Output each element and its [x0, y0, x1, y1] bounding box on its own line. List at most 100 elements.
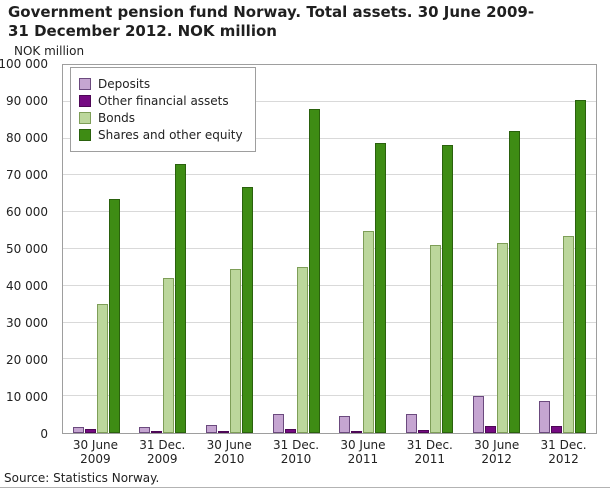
- gridline: [63, 137, 596, 139]
- x-axis-label: 30 June 2009: [62, 438, 129, 466]
- bar-bonds: [563, 236, 575, 433]
- x-axis-label-line2: 2010: [280, 452, 312, 466]
- y-axis-label: 90 000: [6, 94, 48, 108]
- x-axis-label-line2: 2012: [548, 452, 579, 466]
- legend-item-other-financial-assets: Other financial assets: [79, 94, 243, 108]
- bar-other-financial-assets: [351, 431, 363, 433]
- legend-swatch-deposits: [79, 78, 91, 90]
- bar-group: [272, 65, 320, 433]
- bar-other-financial-assets: [84, 429, 96, 433]
- legend-swatch-bonds: [79, 112, 91, 124]
- bar-other-financial-assets: [151, 430, 163, 433]
- x-axis-label-line1: 31 Dec.: [406, 438, 453, 452]
- bar-shares-and-other-equity: [242, 187, 254, 433]
- source-note: Source: Statistics Norway.: [4, 471, 160, 485]
- gridline: [63, 358, 596, 360]
- x-axis-label-line2: 2010: [213, 452, 245, 466]
- x-axis-label: 30 June 2010: [196, 438, 263, 466]
- x-axis-label-line1: 31 Dec.: [273, 438, 320, 452]
- legend-item-shares-and-other-equity: Shares and other equity: [79, 128, 243, 142]
- bar-group: [539, 65, 587, 433]
- legend-label: Deposits: [98, 77, 151, 91]
- bar-bonds: [496, 243, 508, 433]
- bar-deposits: [339, 416, 351, 433]
- x-axis-label-line1: 30 June: [206, 438, 252, 452]
- bar-bonds: [230, 269, 242, 433]
- legend-item-bonds: Bonds: [79, 111, 243, 125]
- bar-bonds: [363, 230, 375, 433]
- x-axis-label: 30 June 2012: [463, 438, 530, 466]
- x-axis-label-line2: 2011: [414, 452, 446, 466]
- bar-bonds: [96, 304, 108, 433]
- gridline: [63, 100, 596, 102]
- bar-bonds: [296, 267, 308, 433]
- bar-shares-and-other-equity: [108, 199, 120, 433]
- bar-deposits: [472, 396, 484, 433]
- x-axis-label-line1: 30 June: [474, 438, 520, 452]
- bar-bonds: [429, 245, 441, 433]
- gridline: [63, 174, 596, 176]
- legend-label: Other financial assets: [98, 94, 229, 108]
- legend: Deposits Other financial assets Bonds Share…: [70, 67, 256, 152]
- x-axis-label: 30 June 2011: [330, 438, 397, 466]
- bar-other-financial-assets: [484, 426, 496, 433]
- x-axis-label: 31 Dec. 2010: [263, 438, 330, 466]
- bar-deposits: [405, 414, 417, 433]
- gridline: [63, 248, 596, 249]
- y-axis-label: 60 000: [6, 205, 48, 219]
- y-axis-title: NOK million: [14, 44, 85, 58]
- bar-shares-and-other-equity: [308, 109, 320, 433]
- y-axis-label: 80 000: [6, 131, 48, 145]
- legend-item-deposits: Deposits: [79, 77, 243, 91]
- x-axis-label-line1: 31 Dec.: [139, 438, 186, 452]
- bar-group: [405, 65, 453, 433]
- y-axis-label: 50 000: [6, 242, 48, 256]
- bar-group: [72, 65, 120, 433]
- x-axis-label: 31 Dec. 2009: [129, 438, 196, 466]
- legend-swatch-other-financial-assets: [79, 95, 91, 107]
- y-axis-label: 100 000: [0, 57, 48, 71]
- legend-label: Shares and other equity: [98, 128, 243, 142]
- y-axis-label: 10 000: [6, 390, 48, 404]
- bar-other-financial-assets: [551, 425, 563, 433]
- bar-group: [206, 65, 254, 433]
- bar-shares-and-other-equity: [441, 144, 453, 433]
- title-line-1: Government pension fund Norway. Total as…: [8, 3, 535, 21]
- legend-swatch-shares-and-other-equity: [79, 129, 91, 141]
- x-axis-label: 31 Dec. 2011: [396, 438, 463, 466]
- y-axis-label: 0: [40, 427, 48, 441]
- x-axis-label-line1: 30 June: [340, 438, 386, 452]
- x-axis-label-line2: 2012: [481, 452, 512, 466]
- legend-label: Bonds: [98, 111, 136, 125]
- bar-shares-and-other-equity: [508, 130, 520, 433]
- x-axis-label-line2: 2009: [80, 452, 111, 466]
- x-axis-labels: 30 June 2009 31 Dec. 2009 30 June 2010 31 Dec.…: [62, 438, 597, 466]
- bar-deposits: [139, 426, 151, 433]
- bar-other-financial-assets: [218, 431, 230, 433]
- page-title: Government pension fund Norway. Total as…: [8, 3, 534, 41]
- bar-shares-and-other-equity: [175, 164, 187, 433]
- y-axis-labels: 0 10 000 20 000 30 000 40 000 50 000 60 000 70 …: [0, 57, 56, 441]
- bar-shares-and-other-equity: [575, 99, 587, 433]
- bar-other-financial-assets: [417, 429, 429, 433]
- x-axis-label: 31 Dec. 2012: [530, 438, 597, 466]
- bar-other-financial-assets: [284, 429, 296, 433]
- gridlines: [63, 65, 596, 433]
- plot-area: [62, 64, 597, 434]
- gridline: [63, 395, 596, 397]
- gridline: [63, 284, 596, 286]
- gridline: [63, 211, 596, 213]
- y-axis-label: 30 000: [6, 316, 48, 330]
- legend-items: Deposits Other financial assets Bonds Share…: [79, 77, 243, 142]
- bar-deposits: [272, 413, 284, 433]
- bar-deposits: [72, 427, 84, 433]
- gridline: [63, 321, 596, 323]
- x-axis-label-line1: 31 Dec.: [540, 438, 587, 452]
- bar-deposits: [206, 424, 218, 433]
- x-axis-label-line2: 2009: [147, 452, 178, 466]
- bar-bonds: [163, 278, 175, 433]
- y-axis-label: 40 000: [6, 279, 48, 293]
- x-axis-label-line2: 2011: [347, 452, 379, 466]
- title-line-2: 31 December 2012. NOK million: [8, 22, 277, 40]
